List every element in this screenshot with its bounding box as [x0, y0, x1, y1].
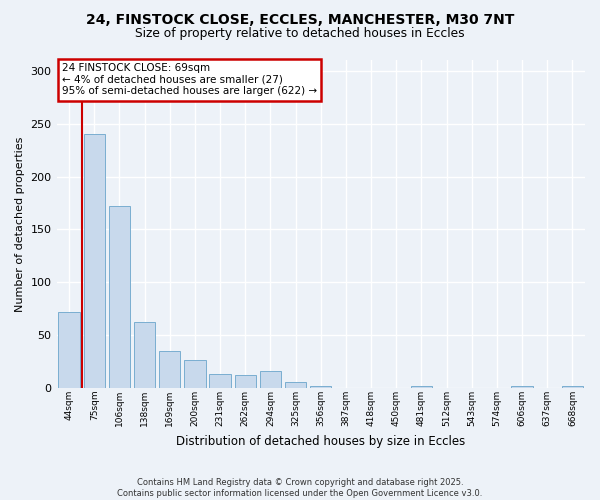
Bar	[285, 382, 307, 388]
Bar	[310, 386, 331, 388]
Bar	[184, 360, 206, 388]
X-axis label: Distribution of detached houses by size in Eccles: Distribution of detached houses by size …	[176, 434, 466, 448]
Bar	[83, 134, 105, 388]
Text: 24, FINSTOCK CLOSE, ECCLES, MANCHESTER, M30 7NT: 24, FINSTOCK CLOSE, ECCLES, MANCHESTER, …	[86, 12, 514, 26]
Bar	[562, 386, 583, 388]
Bar	[260, 372, 281, 388]
Y-axis label: Number of detached properties: Number of detached properties	[15, 136, 25, 312]
Bar	[511, 386, 533, 388]
Bar	[58, 312, 80, 388]
Text: Size of property relative to detached houses in Eccles: Size of property relative to detached ho…	[135, 28, 465, 40]
Text: Contains HM Land Registry data © Crown copyright and database right 2025.
Contai: Contains HM Land Registry data © Crown c…	[118, 478, 482, 498]
Bar	[235, 374, 256, 388]
Bar	[109, 206, 130, 388]
Text: 24 FINSTOCK CLOSE: 69sqm
← 4% of detached houses are smaller (27)
95% of semi-de: 24 FINSTOCK CLOSE: 69sqm ← 4% of detache…	[62, 64, 317, 96]
Bar	[209, 374, 231, 388]
Bar	[134, 322, 155, 388]
Bar	[411, 386, 432, 388]
Bar	[159, 352, 181, 389]
